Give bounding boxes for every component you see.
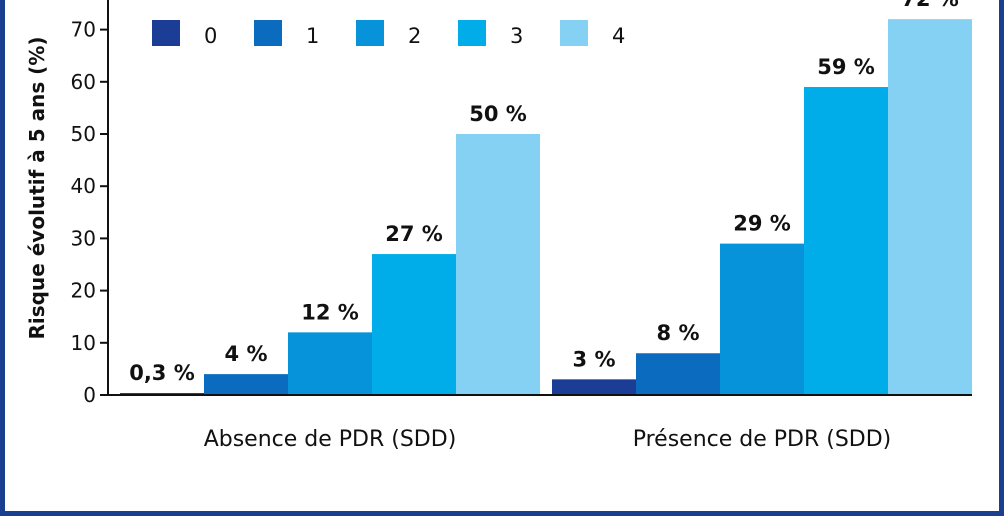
y-axis: 0 10 20 30 40 50 60 70 (71, 0, 109, 407)
y-tick-label: 20 (71, 279, 96, 303)
y-tick-label: 50 (71, 122, 96, 146)
legend-item-1: 1 (254, 20, 319, 48)
y-tick-label: 40 (71, 174, 96, 198)
legend-swatch (356, 20, 384, 46)
y-tick-label: 60 (71, 70, 96, 94)
bar-3-0 (372, 254, 456, 395)
bar-4-0 (456, 134, 540, 395)
legend-item-0: 0 (152, 20, 217, 48)
bar-4-1 (888, 19, 972, 395)
legend-swatch (254, 20, 282, 46)
legend-item-4: 4 (560, 20, 625, 48)
legend-label: 1 (306, 24, 319, 48)
data-label: 27 % (385, 222, 443, 246)
data-label: 50 % (469, 102, 527, 126)
data-labels: 0,3 % 4 % 12 % 27 % 50 % 3 % 8 % 29 % 59 % 72 % (129, 0, 959, 385)
bar-1-1 (636, 353, 720, 395)
legend: 0 1 2 3 4 (152, 20, 625, 48)
data-label: 0,3 % (129, 361, 195, 385)
bar-0-1 (552, 379, 636, 395)
data-label: 3 % (573, 347, 616, 371)
y-tick-label: 10 (71, 331, 96, 355)
bars (120, 19, 972, 396)
legend-label: 3 (510, 24, 523, 48)
data-label: 4 % (225, 342, 268, 366)
legend-label: 4 (612, 24, 625, 48)
bar-2-0 (288, 332, 372, 395)
category-label: Absence de PDR (SDD) (204, 427, 457, 452)
bar-1-0 (204, 374, 288, 395)
y-tick-label: 0 (83, 383, 96, 407)
y-axis-label: Risque évolutif à 5 ans (%) (25, 36, 49, 339)
category-labels: Absence de PDR (SDD) Présence de PDR (SDD… (204, 427, 892, 452)
legend-label: 0 (204, 24, 217, 48)
category-label: Présence de PDR (SDD) (633, 427, 892, 452)
legend-item-2: 2 (356, 20, 421, 48)
legend-swatch (458, 20, 486, 46)
data-label: 8 % (657, 321, 700, 345)
data-label: 29 % (733, 212, 791, 236)
legend-item-3: 3 (458, 20, 523, 48)
legend-swatch (560, 20, 588, 46)
legend-swatch (152, 20, 180, 46)
y-tick-label: 70 (71, 18, 96, 42)
bar-2-1 (720, 243, 804, 395)
data-label: 59 % (817, 55, 875, 79)
data-label: 12 % (301, 300, 359, 324)
y-tick-label: 30 (71, 226, 96, 250)
bar-3-1 (804, 87, 888, 396)
data-label: 72 % (901, 0, 959, 11)
legend-label: 2 (408, 24, 421, 48)
